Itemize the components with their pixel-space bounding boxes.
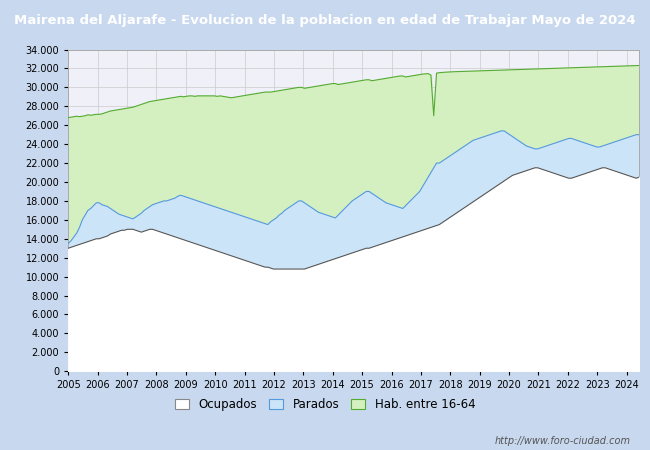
Text: http://www.foro-ciudad.com: http://www.foro-ciudad.com <box>495 436 630 446</box>
Legend: Ocupados, Parados, Hab. entre 16-64: Ocupados, Parados, Hab. entre 16-64 <box>170 393 480 416</box>
Text: Mairena del Aljarafe - Evolucion de la poblacion en edad de Trabajar Mayo de 202: Mairena del Aljarafe - Evolucion de la p… <box>14 14 636 27</box>
